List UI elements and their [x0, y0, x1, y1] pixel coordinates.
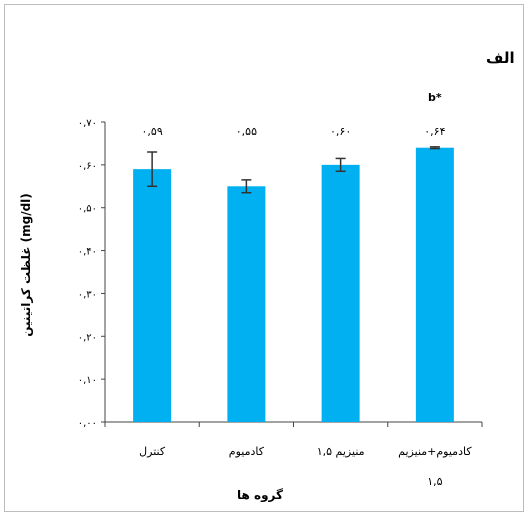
category-label: کادمیوم — [229, 445, 265, 458]
data-label: ۰,۶۰ — [330, 125, 351, 138]
y-tick-label: ۰,۰۰ — [78, 418, 97, 429]
bar — [227, 186, 265, 422]
category-label: کادمیوم+منیزیم ۱,۵ — [398, 445, 472, 488]
significance-label: b* — [428, 91, 442, 104]
data-label: ۰,۵۵ — [236, 125, 257, 138]
y-tick-label: ۰,۶۰ — [78, 161, 97, 172]
y-tick-label: ۰,۴۰ — [78, 247, 97, 258]
category-label: کنترل — [139, 445, 166, 458]
chart-bars: ۰,۵۹ کنترل ۰,۵۵ کادمیوم ۰,۶۰ منیزیم ۱,۵ ۰,۶۴ b*… — [133, 91, 472, 488]
data-label: ۰,۵۹ — [142, 125, 163, 138]
y-axis-title: غلظت کراتینین (mg/dl) — [19, 193, 33, 337]
category-label: منیزیم ۱,۵ — [317, 445, 365, 458]
y-tick-label: ۰,۳۰ — [78, 289, 97, 300]
y-tick-label: ۰,۵۰ — [78, 204, 97, 215]
x-axis-title: گروه ها — [237, 488, 283, 503]
y-tick-label: ۰,۷۰ — [78, 118, 97, 129]
y-tick-label: ۰,۲۰ — [78, 332, 97, 343]
bar — [416, 148, 454, 422]
bar — [133, 169, 171, 422]
bar — [322, 165, 360, 422]
data-label: ۰,۶۴ — [424, 125, 445, 138]
y-tick-label: ۰,۱۰ — [78, 375, 97, 386]
